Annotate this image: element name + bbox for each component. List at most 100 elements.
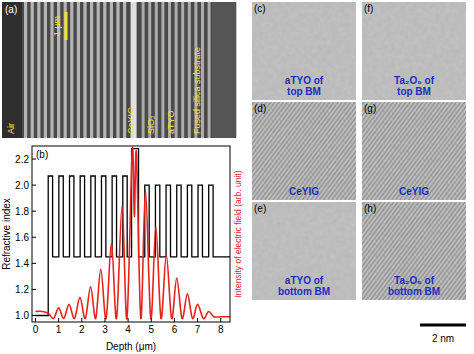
lattice-fringes: [362, 102, 466, 200]
tem-panel: (e) aTYO ofbottom BM: [252, 202, 356, 300]
layer-label: SiO₂: [146, 115, 156, 134]
x-tick: [174, 318, 175, 322]
x-tick: [128, 318, 129, 322]
panel-a: (a)1 μmAirCeYIGSiO₂aTYOFused silica subs…: [2, 2, 237, 138]
sem-stripe: [103, 2, 106, 138]
plot-area: [32, 146, 230, 322]
y-axis-label: Refractive index: [1, 198, 12, 270]
x-tick: [81, 318, 82, 322]
fringe: [362, 102, 373, 200]
layer-label: CeYIG: [126, 107, 136, 134]
tem-caption: aTYO of: [285, 275, 324, 286]
fringe: [315, 102, 356, 200]
sem-substrate: [212, 2, 236, 138]
sem-stripe: [97, 2, 100, 138]
y-tick-label: 1.6: [15, 232, 29, 243]
fringe: [425, 102, 466, 200]
sem-stripe: [83, 2, 86, 138]
y-tick-label: 1.0: [15, 310, 29, 321]
tem-caption: Ta₂O₅ of: [394, 75, 435, 86]
panel-label: (d): [254, 103, 266, 114]
fringe: [450, 102, 466, 200]
tem-panel: (h)Ta₂O₅ ofbottom BM: [236, 202, 474, 300]
fringe: [344, 102, 356, 200]
layer-label: Air: [6, 123, 16, 134]
sem-stripe: [142, 2, 145, 138]
tem-caption: bottom BM: [278, 286, 330, 297]
sem-stripe: [110, 2, 113, 138]
layer-label: aTYO: [166, 110, 176, 134]
tem-texture: [252, 202, 356, 300]
fringe: [463, 202, 466, 300]
sem-stripe: [31, 2, 34, 138]
scale-bar-label: 1 μm: [52, 16, 62, 36]
sem-stripe: [208, 2, 211, 138]
x-tick-label: 7: [195, 324, 201, 335]
fringe: [252, 102, 288, 200]
sem-stripe: [24, 2, 27, 138]
fringe: [446, 102, 466, 200]
fringe: [362, 102, 398, 200]
fringe: [442, 102, 466, 200]
plot-frame: [32, 146, 230, 322]
tem-panel: (g) CeYIG: [236, 102, 474, 200]
x-tick: [197, 318, 198, 322]
panel-label: (g): [364, 103, 376, 114]
fringe: [450, 202, 466, 300]
scale-bar: [65, 12, 68, 40]
x-tick-label: 1: [56, 324, 62, 335]
panel-label: (e): [254, 203, 266, 214]
fringe: [336, 102, 356, 200]
y-tick-label: 1.2: [15, 284, 29, 295]
y-tick: [32, 185, 36, 186]
sem-stripe: [181, 2, 184, 138]
panel-label: (a): [5, 4, 17, 15]
panel-label: (f): [364, 3, 373, 14]
sem-stripe: [37, 2, 40, 138]
tem-caption: CeYIG: [289, 186, 319, 197]
fringe: [396, 102, 466, 200]
x-tick: [220, 318, 221, 322]
sem-stripe: [90, 2, 93, 138]
x-tick: [151, 318, 152, 322]
tem-caption: aTYO of: [285, 75, 324, 86]
tem-texture: [362, 2, 466, 100]
tem-background: [252, 2, 356, 100]
fringe: [353, 102, 356, 200]
tem-caption: top BM: [287, 86, 321, 97]
sem-stripe: [64, 2, 67, 138]
field-intensity-line: [35, 147, 230, 319]
y-tick: [32, 289, 36, 290]
fringe: [459, 202, 466, 300]
sem-stripe: [161, 2, 164, 138]
x-tick-label: 4: [125, 324, 131, 335]
x-tick-label: 8: [218, 324, 224, 335]
panel-label: (b): [36, 149, 48, 160]
y-tick: [32, 211, 36, 212]
tem-background: [252, 202, 356, 300]
panel-label: (h): [364, 203, 376, 214]
y-tick-label: 2.2: [15, 154, 29, 165]
sem-stripe: [188, 2, 191, 138]
figure-canvas: (a)1 μmAirCeYIGSiO₂aTYOFused silica subs…: [0, 0, 474, 354]
lattice-fringes: [252, 102, 356, 200]
sem-air: [2, 2, 22, 138]
fringe: [290, 102, 356, 200]
fringe: [349, 102, 356, 200]
tem-caption: bottom BM: [388, 286, 440, 297]
y-tick: [32, 315, 36, 316]
sem-stripe: [116, 2, 119, 138]
fringe: [252, 102, 263, 200]
panel-b: 0123456781.01.21.41.61.82.02.2(b)Depth (…: [1, 146, 243, 352]
y-tick-label: 2.0: [15, 180, 29, 191]
y-tick: [32, 263, 36, 264]
fringe: [340, 102, 356, 200]
fringe: [400, 102, 466, 200]
y-tick-label: 1.8: [15, 206, 29, 217]
sem-stripe: [44, 2, 47, 138]
x-tick-label: 3: [102, 324, 108, 335]
fringe: [442, 202, 466, 300]
x-tick: [58, 318, 59, 322]
panel-label: (c): [254, 3, 266, 14]
fringe: [362, 202, 373, 300]
